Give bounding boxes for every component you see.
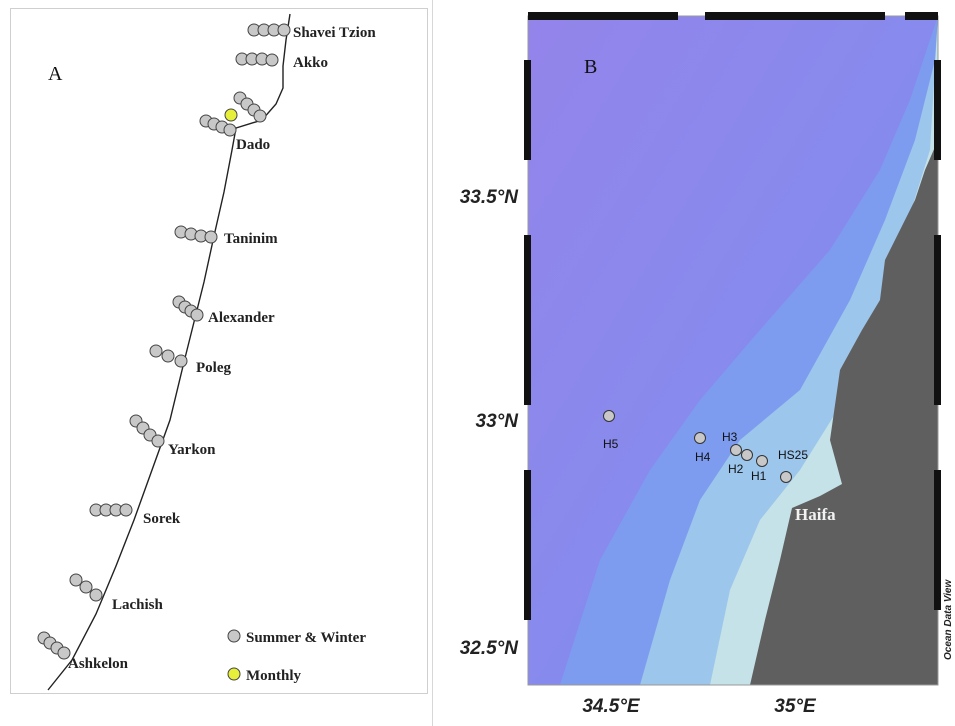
station-label-hs25: HS25: [778, 448, 808, 462]
site-shavei-tzion: [247, 23, 291, 37]
station-label-h1: H1: [751, 469, 767, 483]
site-label-sorek: Sorek: [143, 511, 181, 527]
site-label-yarkon: Yarkon: [168, 442, 216, 458]
legend-swatch-seasonal: [227, 629, 241, 643]
station-h2-marker: [741, 449, 753, 461]
station-marker: [89, 588, 103, 602]
station-h3-marker: [730, 444, 742, 456]
station-marker: [204, 230, 218, 244]
station-marker: [253, 109, 267, 123]
site-label-lachish: Lachish: [112, 597, 164, 613]
monthly-station-marker: [224, 108, 238, 122]
legend-label-monthly: Monthly: [246, 668, 302, 684]
site-label-alexander: Alexander: [208, 310, 275, 326]
legend-swatch-monthly: [227, 667, 241, 681]
station-marker: [161, 349, 175, 363]
station-marker: [151, 434, 165, 448]
site-alexander: [172, 295, 204, 322]
station-marker: [265, 53, 279, 67]
city-label-haifa: Haifa: [795, 505, 836, 524]
site-label-dado: Dado: [236, 137, 270, 153]
station-marker: [69, 573, 83, 587]
lon-tick-34-5: 34.5°E: [582, 696, 641, 717]
site-lachish: [69, 573, 103, 602]
shelf-zone: [640, 16, 938, 685]
site-label-akko: Akko: [293, 55, 328, 71]
site-label-shavei-tzion: Shavei Tzion: [293, 25, 376, 41]
station-label-h5: H5: [603, 437, 619, 451]
station-marker: [119, 503, 133, 517]
site-unlabeled: [233, 91, 267, 123]
panel-divider: [432, 0, 433, 726]
station-label-h2: H2: [728, 462, 744, 476]
station-marker: [190, 308, 204, 322]
site-akko: [235, 52, 279, 67]
land-mass: [750, 140, 938, 685]
station-label-h3: H3: [722, 430, 738, 444]
map-frame: [524, 12, 941, 686]
station-h1-marker: [756, 455, 768, 467]
deep-sea: [528, 16, 938, 685]
station-markers: [603, 410, 792, 483]
site-label-taninim: Taninim: [224, 231, 278, 247]
panel-b-label: B: [584, 56, 597, 78]
station-marker: [223, 123, 237, 137]
station-marker: [174, 354, 188, 368]
coastline: [47, 13, 291, 691]
station-h5-marker: [603, 410, 615, 422]
site-sorek: [89, 503, 133, 517]
station-marker: [149, 344, 163, 358]
lat-tick-33-5: 33.5°N: [460, 187, 520, 208]
station-label-h4: H4: [695, 450, 711, 464]
panel-a-frame: [10, 8, 428, 694]
station-marker: [57, 646, 71, 660]
panel-a-label: A: [48, 63, 63, 85]
site-dado: [199, 108, 238, 137]
site-poleg: [149, 344, 188, 368]
lon-tick-35: 35°E: [774, 696, 817, 717]
site-label-poleg: Poleg: [196, 360, 231, 376]
site-yarkon: [129, 414, 165, 448]
site-ashkelon: [37, 631, 71, 660]
site-taninim: [174, 225, 218, 244]
station-hs25-marker: [780, 471, 792, 483]
station-marker: [79, 580, 93, 594]
site-label-ashkelon: Ashkelon: [68, 656, 129, 672]
legend-label-seasonal: Summer & Winter: [246, 630, 366, 646]
legend: Summer & Winter Monthly: [227, 629, 366, 684]
station-marker: [277, 23, 291, 37]
lat-tick-32-5: 32.5°N: [460, 638, 520, 659]
panel-a-map: A Shavei Tzion Akko Dado Taninim Alexand…: [37, 13, 376, 691]
mid-depth-zone: [560, 16, 938, 685]
odv-credit: Ocean Data View: [943, 579, 954, 660]
shallow-zone: [710, 16, 938, 685]
station-h4-marker: [694, 432, 706, 444]
lat-tick-33: 33°N: [476, 411, 520, 432]
